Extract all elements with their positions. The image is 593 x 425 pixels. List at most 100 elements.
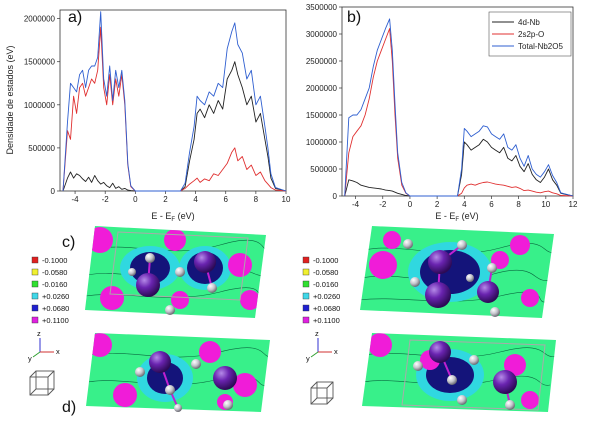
magenta-lobe <box>228 253 252 277</box>
nb-atom <box>213 366 237 390</box>
series-line-1 <box>62 26 287 192</box>
nb-atom <box>493 370 517 394</box>
x-tick-label: 6 <box>224 195 229 204</box>
cube-front-face <box>29 376 49 396</box>
xlabel-a-sub: F <box>171 217 175 223</box>
o-atom <box>223 400 233 410</box>
panel-label-d: d) <box>62 399 76 416</box>
y-tick-label: 2000000 <box>24 15 56 24</box>
colorbar-label: +0.0680 <box>42 304 69 313</box>
cube-back-face <box>35 370 55 390</box>
colorbar-label: +0.1100 <box>42 316 69 325</box>
magenta-lobe <box>240 290 260 310</box>
o-atom <box>175 267 185 277</box>
nb-atom <box>428 250 452 274</box>
ticks-b: -4 -2 0 2 4 6 8 10 12 0 500000 1000000 1500000 200000… <box>306 3 578 209</box>
cube-edge <box>310 397 318 405</box>
panel-label-b: b) <box>347 9 361 26</box>
colorbar-label: -0.1000 <box>313 256 338 265</box>
series-a <box>62 11 287 192</box>
ylabel-a: Densidade de estados (eV) <box>5 45 15 154</box>
magenta-lobe <box>369 251 397 279</box>
x-tick-label: -4 <box>72 195 80 204</box>
o-atom <box>128 268 136 276</box>
o-atom <box>403 239 413 249</box>
legend-entry-1: 2s2p-O <box>518 30 544 39</box>
colorbar-legend-left: -0.1000 -0.0580 -0.0160 +0.0260 +0.0680 +0.11… <box>31 256 69 325</box>
o-atom <box>410 277 420 287</box>
xlabel-a: E - EF (eV) <box>151 211 194 223</box>
o-atom <box>174 404 182 412</box>
magenta-lobe <box>100 286 124 310</box>
panel-label-a: a) <box>68 9 82 26</box>
triad-z-label: z <box>37 329 41 338</box>
nb-atom <box>425 282 451 308</box>
x-tick-label: 0 <box>133 195 138 204</box>
colorbar-swatch <box>302 280 310 288</box>
unit-cell-cube-icon-left <box>29 370 55 396</box>
colorbar-label: +0.0680 <box>313 304 340 313</box>
y-tick-label: 1500000 <box>24 58 56 67</box>
colorbar-swatch <box>302 316 310 324</box>
colorbar-swatch <box>302 256 310 264</box>
cube-edge <box>310 381 318 389</box>
magenta-lobe <box>113 383 137 407</box>
panel-label-c: c) <box>62 234 75 251</box>
cube-edge <box>47 388 55 396</box>
magenta-lobe <box>521 391 539 409</box>
legend-entry-2: Total-Nb2O5 <box>518 42 563 51</box>
charge-map-d-right <box>362 333 556 412</box>
triad-x-label: x <box>334 347 338 356</box>
charge-map-c-left <box>85 226 266 318</box>
xlabel-b-sub: F <box>455 217 459 223</box>
o-atom <box>145 253 155 263</box>
axis-triad-left: z x y <box>28 329 60 363</box>
colorbar-swatch <box>31 256 39 264</box>
series-b <box>344 18 574 197</box>
triad-y-axis <box>310 351 319 358</box>
magenta-lobe <box>233 373 257 397</box>
xlabel-a-tail: (eV) <box>175 211 195 221</box>
y-tick-label: 0 <box>51 187 56 196</box>
o-atom <box>487 263 497 273</box>
magenta-lobe <box>88 333 112 357</box>
xlabel-b-main: E - E <box>435 211 455 221</box>
axis-triad-right: z x y <box>306 329 338 363</box>
x-tick-label: 4 <box>193 195 198 204</box>
cube-front-face <box>310 387 328 405</box>
triad-x-label: x <box>56 347 60 356</box>
x-tick-label: -2 <box>379 200 387 209</box>
legend-b: 4d-Nb 2s2p-O Total-Nb2O5 <box>488 11 572 57</box>
y-tick-label: 3000000 <box>306 30 338 39</box>
colorbar-swatch <box>302 268 310 276</box>
cube-edge <box>47 370 55 378</box>
colorbar-label: -0.0580 <box>313 268 338 277</box>
x-tick-label: 10 <box>282 195 291 204</box>
o-atom <box>135 367 145 377</box>
x-tick-label: 8 <box>516 200 521 209</box>
nb-atom <box>429 341 451 363</box>
x-tick-label: -2 <box>102 195 110 204</box>
dos-chart-b: -4 -2 0 2 4 6 8 10 12 0 500000 1000000 1500000 200000… <box>306 3 578 223</box>
y-tick-label: 500000 <box>28 144 55 153</box>
colorbar-swatch <box>302 304 310 312</box>
colorbar-label: -0.0160 <box>313 280 338 289</box>
nb-atom <box>477 281 499 303</box>
y-tick-label: 0 <box>333 192 338 201</box>
dos-chart-a: -4 -2 0 2 4 6 8 100500000100000015000002000000 … <box>5 9 291 223</box>
series-line-0 <box>344 138 574 197</box>
triad-y-label: y <box>306 354 310 363</box>
x-tick-label: 2 <box>163 195 168 204</box>
colorbar-swatch <box>302 292 310 300</box>
x-tick-label: 10 <box>541 200 550 209</box>
cube-edge <box>29 388 37 396</box>
y-tick-label: 1000000 <box>24 101 56 110</box>
o-atom <box>447 375 457 385</box>
o-atom <box>165 385 175 395</box>
charge-map-c-right <box>360 226 554 318</box>
y-tick-label: 2500000 <box>306 57 338 66</box>
colorbar-swatch <box>31 304 39 312</box>
o-atom <box>207 283 217 293</box>
cube-edge <box>326 381 334 389</box>
